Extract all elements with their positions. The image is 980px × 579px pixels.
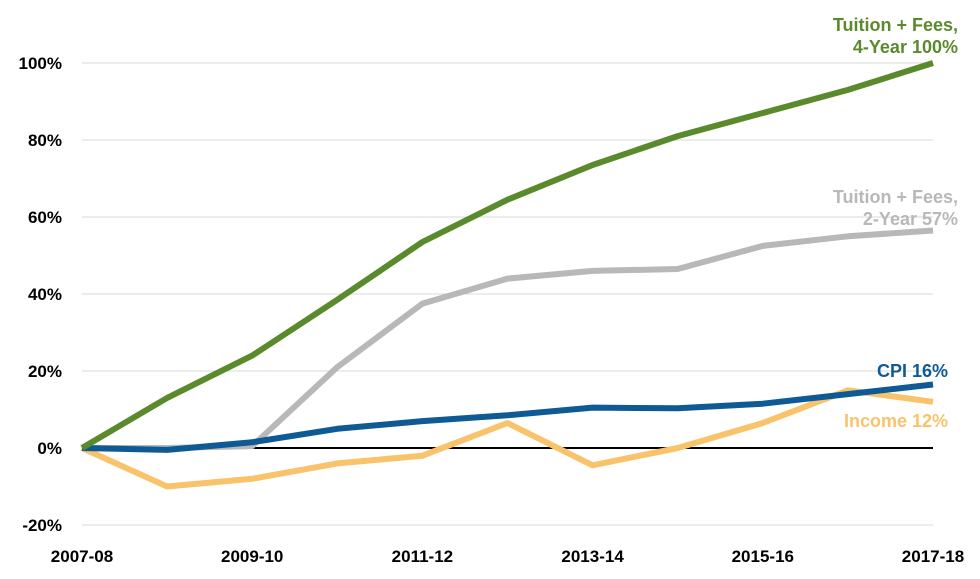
series-label-line: Tuition + Fees, (833, 187, 958, 207)
x-tick-label: 2017-18 (902, 547, 964, 566)
x-axis-tick-labels: 2007-08 2009-10 2011-12 2013-14 2015-16 2017-… (51, 547, 964, 566)
y-tick-label: 0% (37, 439, 62, 458)
series-label-line: Tuition + Fees, (833, 15, 958, 35)
gridlines (82, 62, 933, 526)
series-label-line: Income 12% (844, 411, 948, 431)
series-label-cpi: CPI 16% (877, 361, 948, 381)
series-label-line: 2-Year 57% (863, 209, 958, 229)
x-tick-label: 2007-08 (51, 547, 113, 566)
series-label-tuition4: Tuition + Fees, 4-Year 100% (833, 15, 958, 57)
y-tick-label: 20% (28, 362, 62, 381)
x-tick-label: 2011-12 (392, 547, 453, 566)
series-line-cpi (81, 381, 934, 453)
series-label-tuition2: Tuition + Fees, 2-Year 57% (833, 187, 958, 229)
y-tick-label: 40% (28, 285, 62, 304)
series-lines (80, 60, 934, 490)
x-tick-label: 2015-16 (732, 547, 794, 566)
x-tick-label: 2013-14 (561, 547, 624, 566)
y-tick-label: 60% (28, 208, 62, 227)
series-label-line: 4-Year 100% (853, 37, 958, 57)
series-labels: Tuition + Fees, 4-Year 100%Tuition + Fees… (833, 15, 958, 431)
series-line-tuition4 (80, 60, 934, 451)
x-tick-label: 2009-10 (221, 547, 283, 566)
series-label-income: Income 12% (844, 411, 948, 431)
y-tick-label: -20% (22, 516, 62, 535)
series-label-line: CPI 16% (877, 361, 948, 381)
y-axis-tick-labels: -20% 0% 20% 40% 60% 80% 100% (19, 54, 62, 535)
y-tick-label: 100% (19, 54, 62, 73)
series-line-income (80, 387, 934, 490)
y-tick-label: 80% (28, 131, 62, 150)
